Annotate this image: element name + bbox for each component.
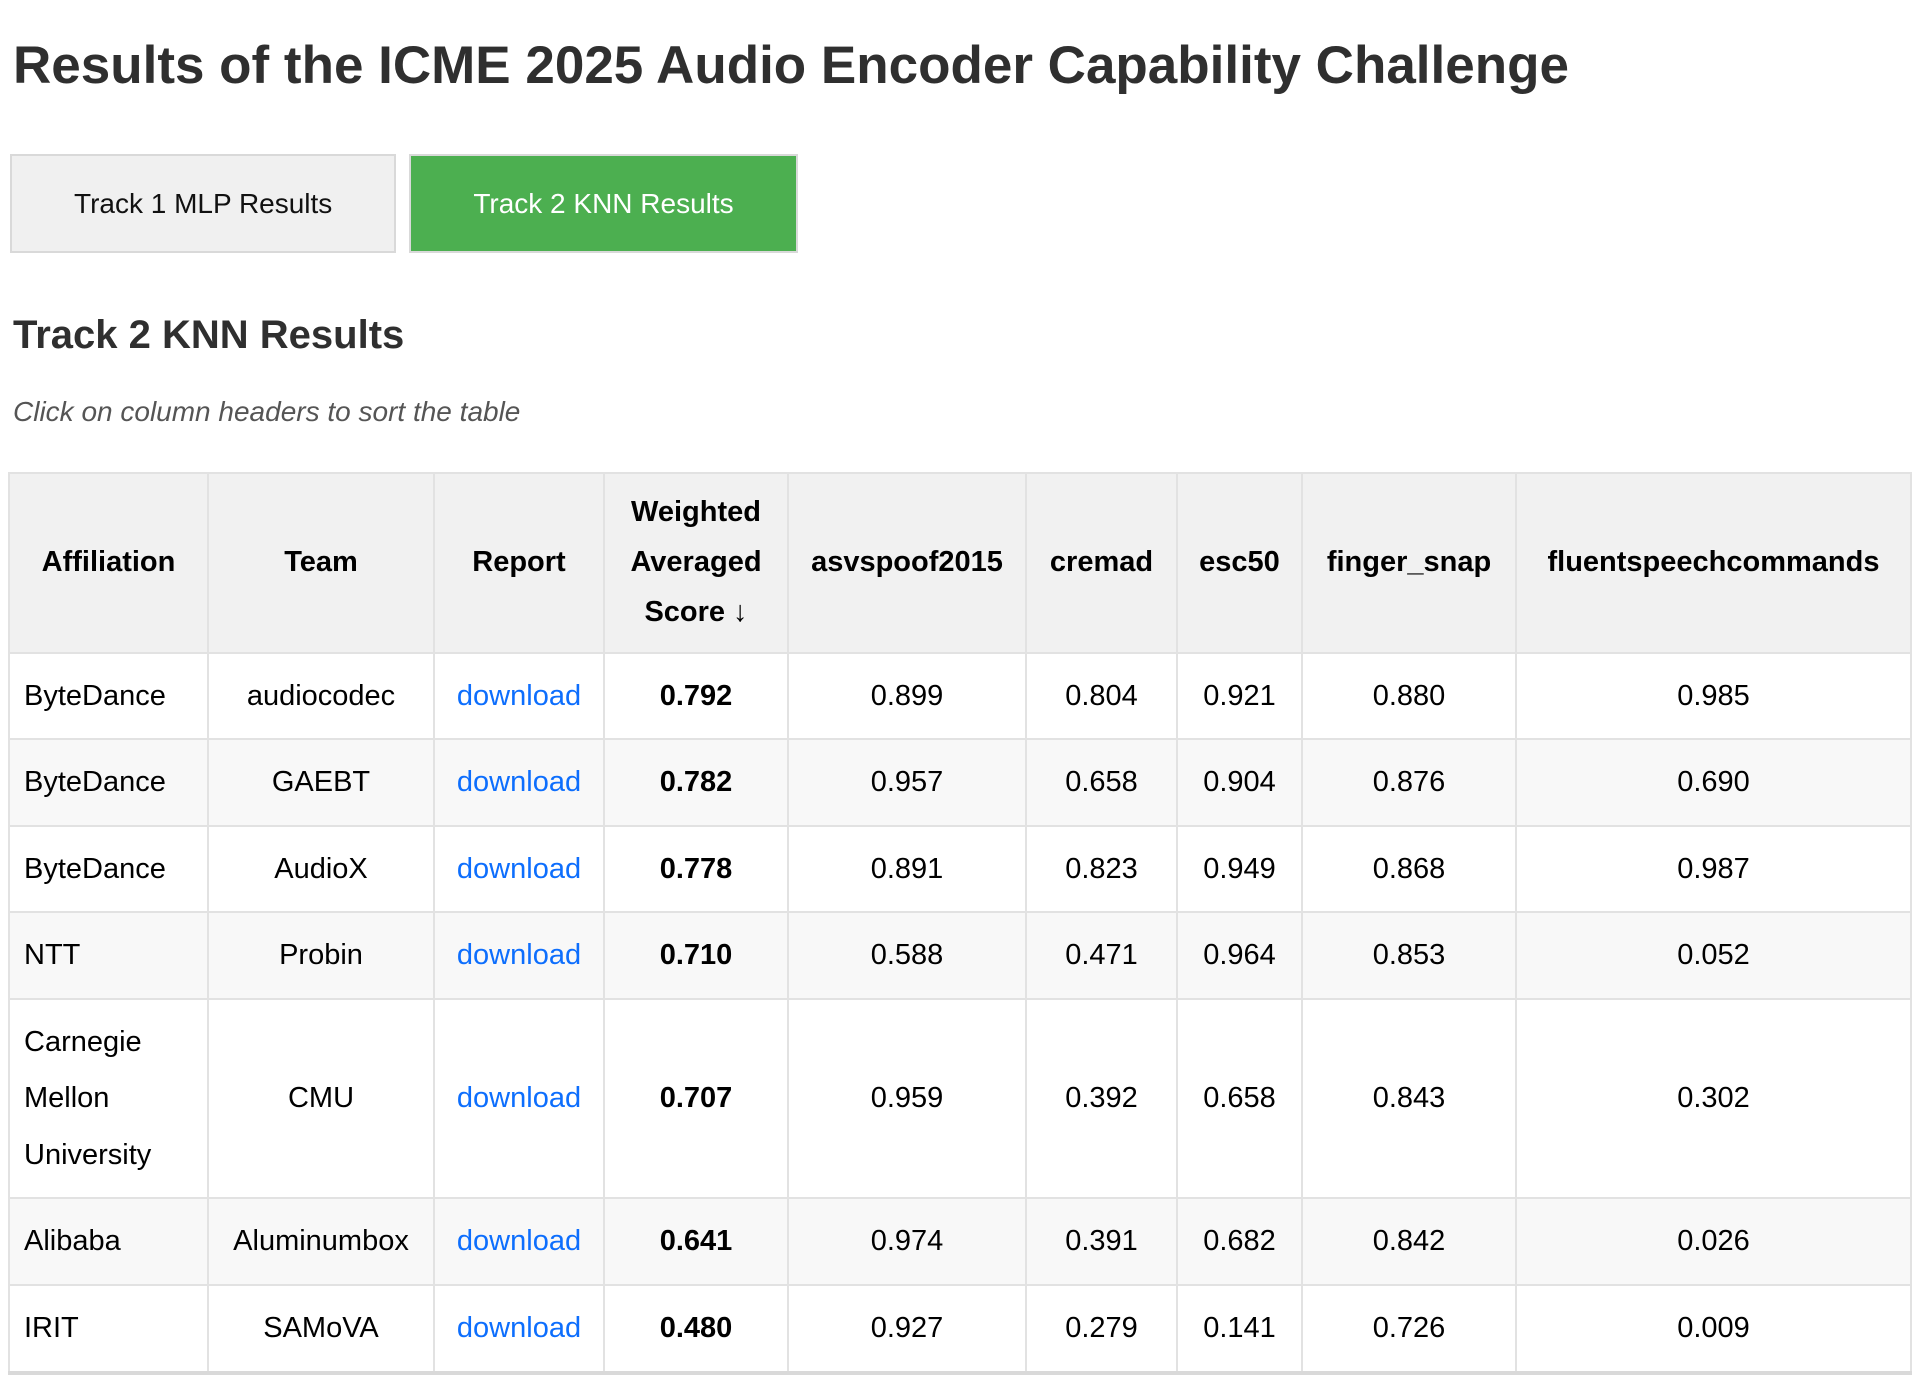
sort-hint: Click on column headers to sort the tabl…: [13, 396, 521, 427]
cell-asvspoof2015: 0.588: [787, 911, 1027, 1000]
cell-fluentspeechcommands: 0.690: [1515, 738, 1912, 827]
cell-fluentspeechcommands: 0.985: [1515, 651, 1912, 741]
column-header-team[interactable]: Team: [207, 472, 435, 654]
cell-report: download: [433, 1284, 605, 1374]
cell-weighted-averaged-score: 0.707: [603, 997, 789, 1200]
cell-affiliation: ByteDance: [8, 738, 209, 827]
cell-esc50: 0.141: [1176, 1284, 1303, 1374]
report-download-link[interactable]: download: [456, 1082, 582, 1115]
cell-team: Probin: [207, 911, 435, 1000]
cell-cremad: 0.392: [1025, 997, 1178, 1200]
column-header-weighted-averaged-score[interactable]: Weighted Averaged Score ↓: [603, 472, 789, 654]
cell-cremad: 0.658: [1025, 738, 1178, 827]
cell-finger-snap: 0.842: [1301, 1197, 1517, 1286]
report-download-link[interactable]: download: [456, 852, 582, 885]
cell-report: download: [433, 911, 605, 1000]
report-download-link[interactable]: download: [456, 766, 582, 799]
cell-report: download: [433, 651, 605, 741]
cell-asvspoof2015: 0.959: [787, 997, 1027, 1200]
sort-descending-icon: ↓: [733, 595, 748, 628]
column-header-finger-snap[interactable]: finger_snap: [1301, 472, 1517, 654]
cell-cremad: 0.391: [1025, 1197, 1178, 1286]
report-download-link[interactable]: download: [456, 939, 582, 972]
cell-fluentspeechcommands: 0.026: [1515, 1197, 1912, 1286]
report-download-link[interactable]: download: [456, 1312, 582, 1344]
cell-fluentspeechcommands: 0.987: [1515, 824, 1912, 914]
cell-weighted-averaged-score: 0.641: [603, 1197, 789, 1286]
table-row: Alibaba Aluminumbox download 0.641 0.974…: [8, 1197, 1912, 1286]
cell-asvspoof2015: 0.899: [787, 651, 1027, 741]
cell-report: download: [433, 1197, 605, 1286]
cell-asvspoof2015: 0.891: [787, 824, 1027, 914]
cell-weighted-averaged-score: 0.480: [603, 1284, 789, 1374]
table-row: ByteDance AudioX download 0.778 0.891 0.…: [8, 824, 1912, 914]
cell-esc50: 0.658: [1176, 997, 1303, 1200]
cell-affiliation: ByteDance: [8, 824, 209, 914]
cell-weighted-averaged-score: 0.792: [603, 651, 789, 741]
table-row: ByteDance audiocodec download 0.792 0.89…: [8, 651, 1912, 741]
cell-finger-snap: 0.880: [1301, 651, 1517, 741]
cell-cremad: 0.823: [1025, 824, 1178, 914]
results-table: Affiliation Team Report Weighted Average…: [8, 472, 1912, 1375]
cell-report: download: [433, 824, 605, 914]
cell-report: download: [433, 738, 605, 827]
cell-esc50: 0.949: [1176, 824, 1303, 914]
cell-team: SAMoVA: [207, 1284, 435, 1374]
column-header-asvspoof2015[interactable]: asvspoof2015: [787, 472, 1027, 654]
cell-affiliation: ByteDance: [8, 651, 209, 741]
cell-affiliation: IRIT: [8, 1284, 209, 1374]
cell-esc50: 0.904: [1176, 738, 1303, 827]
cell-team: CMU: [207, 997, 435, 1200]
cell-finger-snap: 0.876: [1301, 738, 1517, 827]
column-header-label: Weighted Averaged Score: [630, 496, 762, 628]
cell-fluentspeechcommands: 0.052: [1515, 911, 1912, 1000]
track-tabs: Track 1 MLP Results Track 2 KNN Results: [10, 154, 1912, 253]
column-header-esc50[interactable]: esc50: [1176, 472, 1303, 654]
cell-esc50: 0.964: [1176, 911, 1303, 1000]
table-row: Carnegie Mellon University CMU download …: [8, 997, 1912, 1200]
cell-weighted-averaged-score: 0.710: [603, 911, 789, 1000]
cell-weighted-averaged-score: 0.778: [603, 824, 789, 914]
tab-track2-knn-results[interactable]: Track 2 KNN Results: [409, 154, 798, 253]
column-header-cremad[interactable]: cremad: [1025, 472, 1178, 654]
column-header-affiliation[interactable]: Affiliation: [8, 472, 209, 654]
cell-team: Aluminumbox: [207, 1197, 435, 1286]
cell-asvspoof2015: 0.974: [787, 1197, 1027, 1286]
section-heading: Track 2 KNN Results: [13, 313, 405, 357]
cell-esc50: 0.921: [1176, 651, 1303, 741]
column-header-report[interactable]: Report: [433, 472, 605, 654]
report-download-link[interactable]: download: [456, 679, 582, 712]
cell-esc50: 0.682: [1176, 1197, 1303, 1286]
table-row: NTT Probin download 0.710 0.588 0.471 0.…: [8, 911, 1912, 1000]
cell-affiliation: NTT: [8, 911, 209, 1000]
cell-finger-snap: 0.843: [1301, 997, 1517, 1200]
cell-affiliation: Carnegie Mellon University: [8, 997, 209, 1200]
cell-asvspoof2015: 0.957: [787, 738, 1027, 827]
column-header-fluentspeechcommands[interactable]: fluentspeechcommands: [1515, 472, 1912, 654]
cell-finger-snap: 0.726: [1301, 1284, 1517, 1374]
page-title: Results of the ICME 2025 Audio Encoder C…: [13, 36, 1569, 95]
cell-cremad: 0.804: [1025, 651, 1178, 741]
cell-finger-snap: 0.853: [1301, 911, 1517, 1000]
cell-team: GAEBT: [207, 738, 435, 827]
cell-fluentspeechcommands: 0.302: [1515, 997, 1912, 1200]
report-download-link[interactable]: download: [456, 1225, 582, 1258]
cell-team: AudioX: [207, 824, 435, 914]
cell-affiliation: Alibaba: [8, 1197, 209, 1286]
cell-cremad: 0.279: [1025, 1284, 1178, 1374]
table-header-row: Affiliation Team Report Weighted Average…: [8, 472, 1912, 654]
cell-fluentspeechcommands: 0.009: [1515, 1284, 1912, 1374]
table-row: ByteDance GAEBT download 0.782 0.957 0.6…: [8, 738, 1912, 827]
cell-weighted-averaged-score: 0.782: [603, 738, 789, 827]
cell-asvspoof2015: 0.927: [787, 1284, 1027, 1374]
tab-track1-mlp-results[interactable]: Track 1 MLP Results: [10, 154, 397, 253]
table-row: IRIT SAMoVA download 0.480 0.927 0.279 0…: [8, 1284, 1912, 1374]
cell-team: audiocodec: [207, 651, 435, 741]
cell-report: download: [433, 997, 605, 1200]
cell-cremad: 0.471: [1025, 911, 1178, 1000]
cell-finger-snap: 0.868: [1301, 824, 1517, 914]
